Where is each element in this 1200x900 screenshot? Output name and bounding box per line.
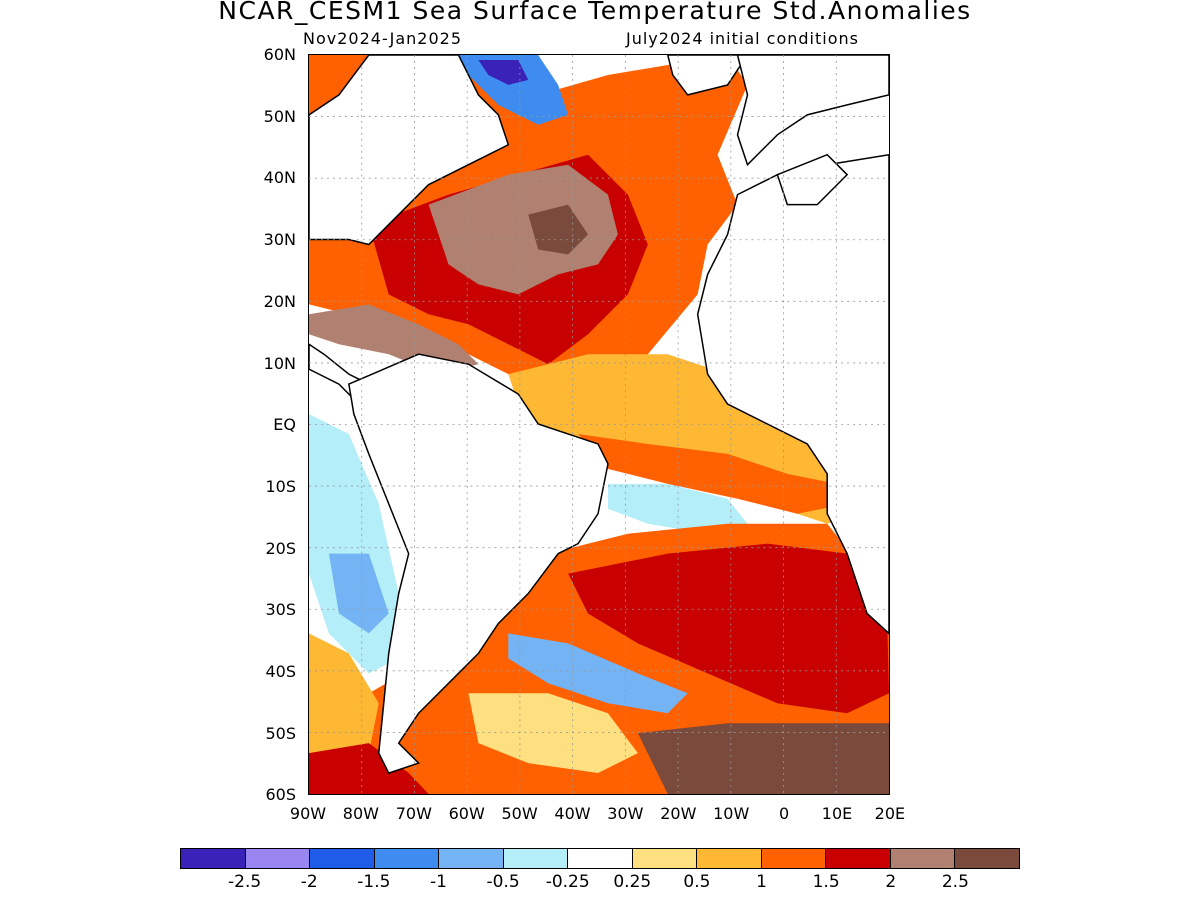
- forecast-period: Nov2024-Jan2025: [303, 29, 462, 48]
- lat-label: 40S: [265, 662, 296, 681]
- anomaly-fields: [309, 55, 889, 794]
- colorbar-swatch: [826, 849, 891, 868]
- anomaly-region-southern-ocean: [637, 723, 889, 794]
- south-america-land: [348, 353, 609, 774]
- colorbar-swatch: [181, 849, 246, 868]
- anomaly-region-south-cold: [508, 633, 688, 714]
- colorbar-swatch: [761, 849, 827, 868]
- map-title: NCAR_CESM1 Sea Surface Temperature Std.A…: [218, 0, 972, 25]
- lat-label: 30S: [265, 600, 296, 620]
- colorbar-label: -1.5: [357, 872, 391, 892]
- lat-label: 50N: [263, 106, 296, 126]
- africa-land: [696, 153, 889, 635]
- europe-land: [736, 55, 889, 167]
- lon-label: 20W: [660, 804, 697, 823]
- anomaly-region-north-extreme: [428, 164, 618, 295]
- lat-label: 60N: [263, 45, 296, 64]
- colorbar-label: -0.5: [486, 872, 520, 892]
- colorbar-label: 2: [885, 872, 897, 892]
- lon-label: 0: [779, 804, 790, 823]
- colorbar-swatch: [374, 849, 440, 868]
- colorbar-swatch: [568, 849, 633, 868]
- colorbar-label: -1: [429, 872, 447, 892]
- colorbar: [180, 848, 1020, 869]
- colorbar-label: 2.5: [941, 872, 969, 892]
- lat-label: 30N: [263, 230, 296, 250]
- lat-label: 10N: [263, 353, 296, 373]
- lon-label: 70W: [395, 804, 432, 823]
- anomaly-region-south-strong: [568, 543, 889, 714]
- gridlines: [309, 55, 889, 794]
- colorbar-label: -0.25: [545, 872, 590, 892]
- colorbar-label: 1: [756, 872, 767, 892]
- colorbar-label: -2.5: [228, 872, 262, 892]
- colorbar-swatch: [697, 849, 762, 868]
- lat-label: 20N: [263, 291, 296, 311]
- lon-label: 20E: [874, 804, 906, 823]
- lon-label: 10W: [713, 804, 750, 823]
- anomaly-region-north-core: [528, 204, 589, 255]
- colorbar-label: 0.5: [683, 872, 711, 892]
- anomaly-region-labrador-cold: [458, 55, 569, 125]
- iberia-land: [776, 153, 849, 206]
- colorbar-swatch: [439, 849, 504, 868]
- anomaly-region-pacific-cold: [328, 553, 389, 634]
- greenland-land: [666, 55, 749, 96]
- lat-label: 20S: [265, 538, 296, 558]
- lat-label: 50S: [265, 723, 296, 743]
- lon-label: 10E: [821, 804, 853, 823]
- north-america-land: [309, 55, 510, 246]
- anomaly-region-caribbean: [309, 304, 479, 375]
- lat-label: 10S: [265, 476, 296, 496]
- anomaly-region-south-light: [468, 693, 638, 774]
- colorbar-swatch: [632, 849, 698, 868]
- colorbar-swatch: [955, 849, 1019, 868]
- colorbar-swatch: [310, 849, 375, 868]
- colorbar-label: -2: [300, 872, 318, 892]
- lon-label: 80W: [342, 804, 379, 823]
- anomaly-region-labrador-core: [478, 59, 529, 85]
- anomaly-region-tropical-warm: [578, 433, 848, 514]
- landmasses: [309, 55, 889, 774]
- colorbar-swatch: [245, 849, 311, 868]
- lat-label: EQ: [273, 415, 296, 435]
- anomaly-region-tropical-cool: [607, 483, 748, 534]
- colorbar-swatch: [503, 849, 569, 868]
- sst-anomaly-map: [308, 54, 890, 795]
- colorbar-label: 1.5: [812, 872, 840, 892]
- lat-label: 60S: [265, 785, 296, 805]
- initial-conditions: July2024 initial conditions: [626, 29, 859, 48]
- lon-label: 90W: [289, 804, 327, 823]
- anomaly-region-pacific-south: [309, 743, 429, 794]
- colorbar-swatch: [890, 849, 956, 868]
- lon-label: 40W: [554, 804, 591, 823]
- lon-label: 30W: [607, 804, 644, 823]
- lon-label: 50W: [501, 804, 538, 823]
- lat-label: 40N: [263, 168, 296, 188]
- colorbar-label: 0.25: [613, 872, 652, 892]
- lon-label: 60W: [448, 804, 485, 823]
